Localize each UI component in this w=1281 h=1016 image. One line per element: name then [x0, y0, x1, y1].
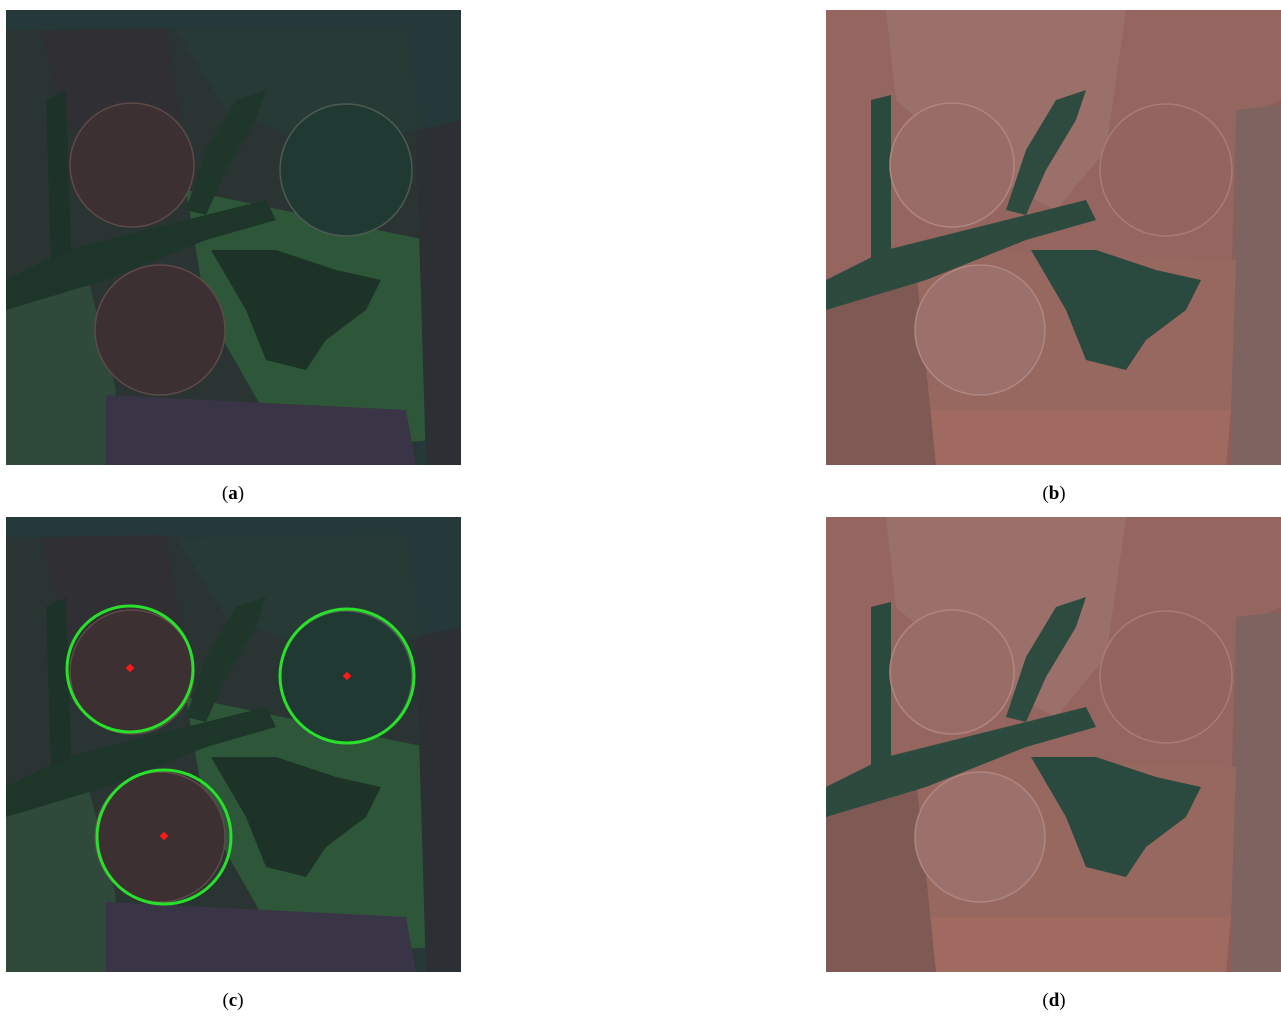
detected-circle [65, 604, 195, 734]
caption-letter: a [228, 483, 238, 504]
caption-open: ( [222, 483, 228, 504]
detected-circle [278, 607, 416, 745]
detected-circle [95, 768, 233, 906]
caption-open: ( [222, 990, 228, 1011]
detections [65, 604, 416, 906]
satellite-image [826, 10, 1281, 465]
caption-close: ) [1059, 483, 1065, 504]
caption-close: ) [238, 483, 244, 504]
caption-open: ( [1042, 483, 1048, 504]
caption-open: ( [1042, 990, 1048, 1011]
caption-letter: c [229, 990, 237, 1011]
satellite-image [6, 517, 461, 972]
satellite-image [6, 10, 461, 465]
caption: (d) [1042, 990, 1065, 1011]
satellite-image [826, 517, 1281, 972]
caption: (b) [1042, 483, 1065, 504]
caption-letter: d [1049, 990, 1060, 1011]
caption: (c) [222, 990, 243, 1011]
center-point [342, 671, 352, 681]
caption-letter: b [1049, 483, 1060, 504]
caption-close: ) [1059, 990, 1065, 1011]
caption-close: ) [237, 990, 243, 1011]
caption: (a) [222, 483, 244, 504]
